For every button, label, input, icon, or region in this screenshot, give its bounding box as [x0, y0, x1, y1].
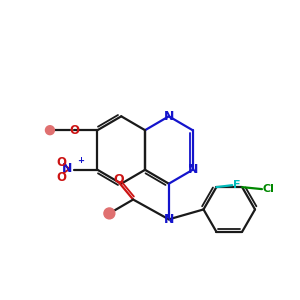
- Text: N: N: [188, 163, 198, 176]
- Text: O: O: [57, 171, 67, 184]
- Circle shape: [104, 208, 115, 219]
- Text: O: O: [70, 124, 80, 137]
- Text: F: F: [233, 180, 241, 190]
- Text: N: N: [164, 213, 174, 226]
- Text: Cl: Cl: [263, 184, 275, 194]
- Text: N: N: [62, 162, 73, 175]
- Text: O: O: [57, 156, 67, 170]
- Text: N: N: [164, 110, 174, 123]
- Circle shape: [46, 126, 54, 135]
- Text: +: +: [77, 156, 84, 165]
- Text: O: O: [113, 173, 124, 186]
